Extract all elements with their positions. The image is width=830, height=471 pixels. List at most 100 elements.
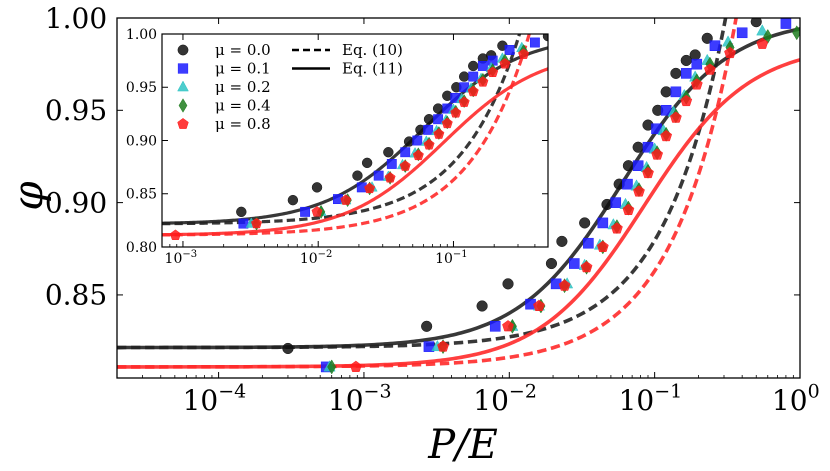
inset-point-s0-1 (236, 206, 247, 218)
main-point-s4-8 (622, 203, 635, 216)
main-point-s4-18 (756, 37, 769, 49)
legend-marker-1 (177, 63, 189, 74)
main-xtick-label-0: 10−4 (183, 381, 247, 418)
main-point-s4-0 (349, 360, 362, 372)
legend-label-4: μ = 0.8 (215, 115, 271, 133)
main-point-s1-2 (489, 321, 501, 332)
inset-point-s1-18 (529, 37, 540, 48)
main-point-s1-10 (632, 160, 644, 171)
inset-point-s4-16 (499, 58, 511, 69)
main-point-s0-14 (670, 67, 682, 79)
main-xtick-label-4: 100 (772, 381, 820, 418)
main-point-s3-18 (763, 28, 773, 44)
inset-point-s4-9 (433, 128, 445, 139)
inset-point-s0-5 (361, 157, 373, 169)
inset-point-s1-5 (373, 170, 384, 181)
main-point-s1-5 (569, 258, 580, 269)
main-ytick-label-1: 0.90 (45, 186, 107, 219)
inset-point-s4-15 (487, 66, 499, 78)
inset-point-s4-7 (412, 149, 424, 161)
inset-point-s0-6 (383, 147, 394, 158)
main-point-s0-4 (545, 257, 558, 270)
main-point-s0-1 (421, 320, 433, 332)
main-point-s4-17 (724, 46, 736, 59)
main-point-s1-6 (583, 237, 594, 249)
inset-point-s4-3 (340, 194, 352, 205)
main-point-s0-18 (750, 18, 762, 28)
inset-point-s4-6 (399, 160, 411, 171)
legend-label-0: μ = 0.0 (215, 41, 271, 59)
inset-plot: 10−3 10−2 10−1 0.80 0.85 0.90 0.95 1.00 (126, 27, 549, 267)
inset-point-s0-14 (468, 60, 479, 72)
inset-point-s1-9 (423, 124, 434, 135)
legend-marker-2 (177, 80, 189, 92)
legend-marker-0 (177, 44, 189, 56)
legend-line-label-1: Eq. (11) (342, 60, 403, 78)
inset-xtick-label-2: 10−1 (435, 249, 468, 267)
inset-point-s0-4 (352, 170, 363, 181)
main-point-s4-3 (533, 299, 545, 312)
inset-point-s4-4 (364, 182, 376, 194)
main-point-s4-2 (502, 320, 514, 332)
inset-point-s0-2 (287, 194, 299, 206)
inset-ytick-label-0: 0.80 (126, 240, 157, 256)
main-point-s4-16 (704, 63, 716, 75)
inset-point-s0-13 (458, 71, 470, 82)
inset-curve-3 (162, 67, 548, 237)
inset-point-s1-8 (412, 135, 423, 146)
inset-ytick-label-1: 0.85 (126, 187, 157, 203)
main-point-s4-13 (670, 111, 682, 123)
main-point-s1-9 (622, 178, 633, 190)
inset-point-s4-0 (169, 229, 181, 240)
main-curve-3 (117, 58, 800, 369)
main-point-s0-6 (579, 217, 591, 229)
main-point-s1-19 (780, 18, 792, 29)
inset-point-s4-11 (450, 107, 462, 118)
main-point-s4-11 (651, 148, 664, 160)
main-point-s4-5 (580, 261, 593, 273)
main-point-s4-9 (633, 185, 645, 197)
main-point-s4-6 (596, 240, 609, 252)
main-point-s1-8 (610, 197, 622, 208)
main-point-s0-9 (622, 160, 634, 172)
inset-point-s1-17 (504, 45, 515, 55)
inset-point-s0-9 (423, 114, 435, 125)
inset-xtick-label-0: 10−3 (165, 249, 198, 267)
inset-ytick-label-4: 1.00 (126, 27, 157, 43)
main-point-s1-18 (736, 27, 748, 39)
main-point-s1-14 (670, 86, 682, 98)
main-xtick-label-3: 10−1 (619, 381, 683, 418)
legend-marker-4 (177, 118, 189, 129)
main-point-s3-0 (327, 359, 337, 375)
main-point-s4-10 (642, 166, 654, 179)
main-point-s0-5 (556, 235, 568, 247)
inset-point-s0-10 (432, 103, 444, 114)
main-point-s1-16 (691, 58, 703, 70)
inset-point-s1-7 (400, 147, 411, 158)
main-xtick-label-1: 10−3 (328, 381, 392, 418)
inset-point-s0-3 (311, 182, 323, 193)
main-xtick-label-2: 10−2 (473, 381, 537, 418)
main-point-s1-7 (597, 217, 609, 229)
main-ytick-label-3: 1.00 (45, 2, 107, 35)
main-point-s2-18 (756, 24, 769, 36)
main-point-s4-12 (660, 129, 673, 142)
inset-point-s1-2 (300, 206, 311, 217)
inset-point-s4-5 (384, 172, 396, 183)
main-point-s1-15 (680, 68, 692, 79)
main-point-s4-4 (558, 279, 571, 291)
legend-label-1: μ = 0.1 (215, 60, 271, 78)
inset-point-s4-13 (467, 85, 479, 97)
inset-ytick-label-2: 0.90 (126, 133, 157, 149)
main-axes-frame (116, 17, 801, 379)
legend-label-2: μ = 0.2 (215, 78, 271, 96)
legend-marker-3 (178, 98, 188, 113)
inset-point-s4-1 (251, 217, 263, 229)
main-point-s4-15 (690, 78, 703, 90)
main-point-s0-3 (502, 278, 514, 290)
inset-ytick-label-3: 0.95 (126, 80, 157, 96)
main-point-s0-16 (689, 49, 701, 61)
inset-point-s4-12 (458, 96, 470, 107)
inset-point-s1-15 (477, 61, 488, 71)
main-point-s1-17 (709, 40, 721, 51)
